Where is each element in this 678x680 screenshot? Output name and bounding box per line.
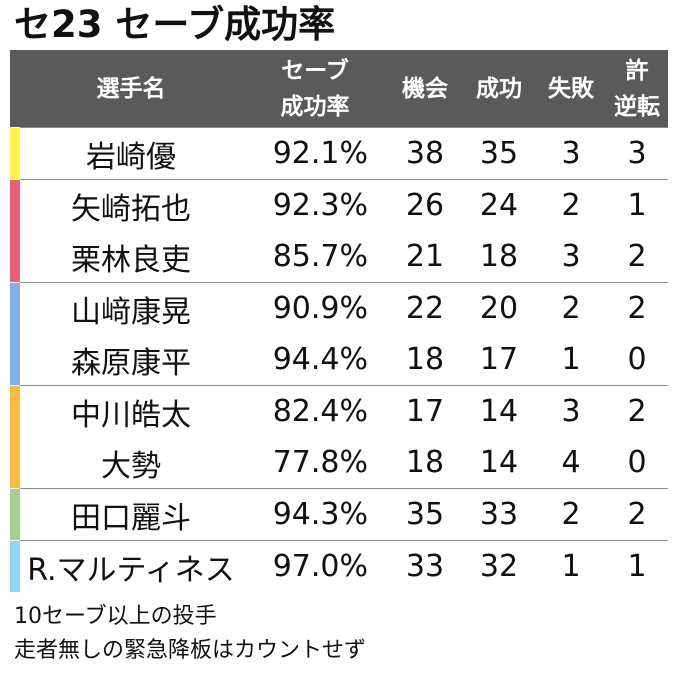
team-color-bar: [10, 334, 20, 386]
failures: 1: [536, 540, 606, 592]
team-color-bar: [10, 127, 20, 180]
header-opportunities: 機会: [388, 50, 462, 128]
team-color-bar: [10, 385, 20, 437]
failures: 2: [536, 179, 606, 231]
allowed-reversal: 2: [606, 282, 668, 334]
opportunities: 18: [405, 342, 445, 377]
team-color-bar: [10, 231, 20, 283]
opportunities: 22: [388, 282, 462, 334]
footnote-min-saves: 10セーブ以上の投手: [14, 604, 217, 629]
team-color-bar: [10, 540, 20, 592]
save-rate: 94.3%: [242, 488, 388, 541]
saves: 33: [462, 488, 536, 541]
table-row: 田口麗斗 94.3% 35 33 2 2: [10, 488, 668, 541]
table-row: 岩崎優 92.1% 38 35 3 3: [10, 127, 668, 180]
player-name: 田口麗斗: [20, 488, 242, 541]
allowed-reversal: 2: [606, 488, 668, 541]
header-player-name: 選手名: [20, 50, 242, 128]
header-allowed-reversal: 許逆転: [606, 50, 668, 128]
failures: 2: [536, 488, 606, 541]
allowed-reversal: 2: [627, 239, 647, 274]
failures: 4: [561, 445, 581, 480]
save-rate: 92.3%: [242, 179, 388, 231]
page-title: セ23 セーブ成功率: [14, 3, 336, 46]
header-save-rate-line2: 成功率: [280, 93, 350, 120]
save-rate-table: 選手名 セーブ成功率 機会 成功 失敗 許逆転 岩崎優 92.1% 38 35 …: [10, 50, 668, 592]
footnotes: 10セーブ以上の投手 走者無しの緊急降板はカウントせず: [14, 600, 366, 668]
failures: 2: [536, 282, 606, 334]
player-name: 岩崎優: [20, 127, 242, 180]
opportunities: 18: [405, 445, 445, 480]
allowed-reversal: 0: [627, 342, 647, 377]
team-color-bar: [10, 437, 20, 489]
saves: 32: [462, 540, 536, 592]
player-name: R.マルティネス: [20, 540, 242, 592]
header-failures-label: 失敗: [548, 75, 594, 102]
allowed-reversal: 2: [606, 385, 668, 437]
header-save-rate: セーブ 成功率: [242, 50, 388, 128]
header-opportunities-label: 機会: [402, 75, 448, 102]
save-rate: 85.7%: [272, 239, 368, 274]
saves: 35: [462, 127, 536, 180]
saves: 24: [462, 179, 536, 231]
allowed-reversal: 0: [627, 445, 647, 480]
opportunities: 26: [388, 179, 462, 231]
saves: 20: [462, 282, 536, 334]
saves: 17: [479, 342, 519, 377]
save-rate: 77.8%: [272, 445, 368, 480]
table-row: R.マルティネス 97.0% 33 32 1 1: [10, 540, 668, 592]
player-name: 森原康平: [71, 345, 191, 381]
failures: 1: [561, 342, 581, 377]
opportunities: 38: [388, 127, 462, 180]
save-rate: 94.4%: [272, 342, 368, 377]
failures: 3: [536, 127, 606, 180]
player-name: 栗林良吏: [71, 242, 191, 278]
table-row: 栗林良吏 85.7% 21 18 3 2: [10, 231, 668, 283]
save-rate: 97.0%: [242, 540, 388, 592]
saves: 14: [479, 445, 519, 480]
opportunities: 35: [388, 488, 462, 541]
save-rate: 92.1%: [242, 127, 388, 180]
table-row: 中川皓太 82.4% 17 14 3 2: [10, 385, 668, 437]
saves: 14: [462, 385, 536, 437]
team-color-bar: [10, 179, 20, 231]
failures: 3: [561, 239, 581, 274]
table-row: 森原康平 94.4% 18 17 1 0: [10, 334, 668, 386]
save-rate: 90.9%: [242, 282, 388, 334]
header-saves-label: 成功: [476, 75, 522, 102]
opportunities: 33: [388, 540, 462, 592]
table-row: 山﨑康晃 90.9% 22 20 2 2: [10, 282, 668, 334]
header-player-name-label: 選手名: [96, 75, 166, 102]
table-row: 矢崎拓也 92.3% 26 24 2 1: [10, 179, 668, 231]
header-allowed-reversal-line2: 逆転: [614, 93, 660, 120]
opportunities: 21: [405, 239, 445, 274]
player-name: 大勢: [101, 448, 161, 484]
team-color-bar: [10, 488, 20, 541]
saves: 18: [479, 239, 519, 274]
player-name: 山﨑康晃: [20, 282, 242, 334]
table-row: 大勢 77.8% 18 14 4 0: [10, 437, 668, 489]
save-rate: 82.4%: [242, 385, 388, 437]
allowed-reversal: 1: [606, 179, 668, 231]
footnote-emergency-exit: 走者無しの緊急降板はカウントせず: [14, 638, 367, 663]
opportunities: 17: [388, 385, 462, 437]
allowed-reversal: 1: [606, 540, 668, 592]
table-header-row: 選手名 セーブ成功率 機会 成功 失敗 許逆転: [10, 50, 668, 128]
save-rate-table-container: 選手名 セーブ成功率 機会 成功 失敗 許逆転 岩崎優 92.1% 38 35 …: [10, 50, 668, 592]
header-saves: 成功: [462, 50, 536, 128]
header-save-rate-line1: セーブ: [281, 57, 349, 84]
player-name: 中川皓太: [20, 385, 242, 437]
team-color-bar: [10, 282, 20, 334]
player-name: 矢崎拓也: [20, 179, 242, 231]
header-allowed-reversal-line1: 許: [625, 57, 649, 84]
header-color-spacer: [10, 50, 20, 128]
allowed-reversal: 3: [606, 127, 668, 180]
failures: 3: [536, 385, 606, 437]
header-failures: 失敗: [536, 50, 606, 128]
